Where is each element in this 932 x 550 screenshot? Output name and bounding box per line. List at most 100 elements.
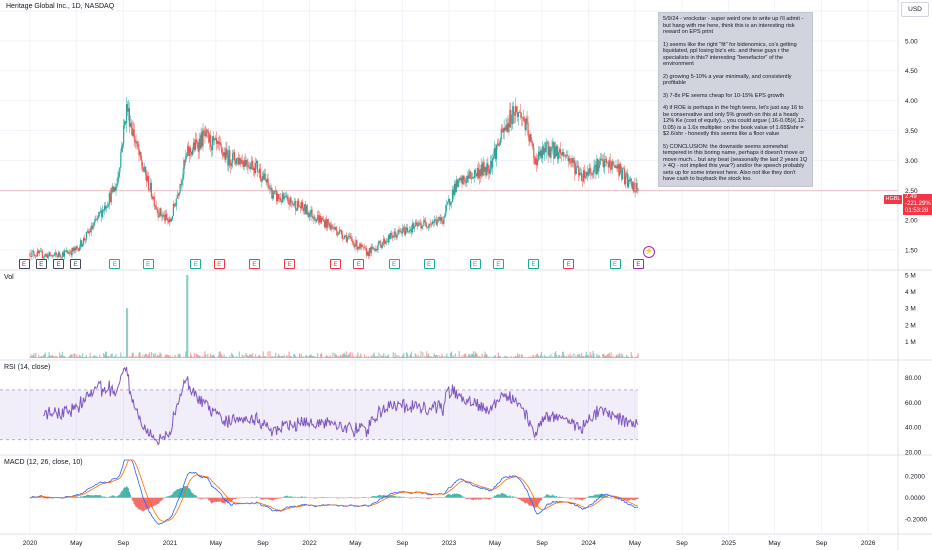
volume-pane-label[interactable]: Vol <box>4 274 14 281</box>
earnings-badge[interactable]: E <box>109 259 121 269</box>
macd-hist-bar <box>322 497 325 498</box>
volume-bar <box>258 354 261 358</box>
macd-signal-line[interactable] <box>30 459 639 522</box>
idea-note[interactable]: 5/9/24 - vrockstar - super weird one to … <box>658 12 813 187</box>
candle-body <box>103 205 106 211</box>
volume-bar <box>423 357 425 358</box>
earnings-badge[interactable]: E <box>330 259 341 269</box>
earnings-badge[interactable]: E <box>248 259 260 269</box>
earnings-badge[interactable]: E <box>142 259 154 269</box>
candle-body <box>533 147 535 158</box>
candle-body <box>135 141 137 144</box>
volume-bar <box>546 356 548 358</box>
candle-body <box>196 142 198 148</box>
candle-body <box>624 174 627 185</box>
earnings-badge[interactable]: E <box>70 259 82 269</box>
macd-hist-bar <box>397 496 399 498</box>
candle-body <box>237 157 239 165</box>
candle-body <box>374 248 376 251</box>
volume-bar <box>139 351 141 358</box>
candle-body <box>478 169 480 178</box>
macd-hist-bar <box>430 497 433 499</box>
volume-series[interactable] <box>29 275 639 358</box>
earnings-badge[interactable]: E <box>53 259 65 269</box>
earnings-badge[interactable]: E <box>492 259 504 269</box>
volume-bar <box>494 355 497 358</box>
volume-bar <box>116 357 118 358</box>
earnings-badge[interactable]: E <box>18 259 30 269</box>
macd-hist-bar <box>447 494 449 498</box>
volume-axis[interactable]: 5 M4 M3 M2 M1 M <box>905 273 916 346</box>
candle-body <box>604 158 607 160</box>
volume-bar <box>549 356 551 358</box>
earnings-badge[interactable]: E <box>469 259 481 269</box>
candle-body <box>421 225 423 229</box>
candle-body <box>566 154 568 157</box>
macd-histogram[interactable] <box>29 486 639 512</box>
time-axis[interactable]: 2020 May Sep 2021 May Sep 2022 May Sep 2023 May Sep… <box>23 540 876 547</box>
earnings-badge[interactable]: E <box>563 259 575 269</box>
macd-hist-bar <box>98 495 100 498</box>
volume-bar <box>216 357 218 358</box>
candle-body <box>443 216 445 224</box>
earnings-badge[interactable]: E <box>609 259 621 269</box>
candle-body <box>498 144 500 146</box>
earnings-badge[interactable]: E <box>284 259 296 269</box>
candle-body <box>128 108 131 127</box>
earnings-badge[interactable]: E <box>190 259 202 269</box>
macd-hist-bar <box>576 497 578 500</box>
volume-bar <box>573 353 575 358</box>
macd-hist-bar <box>137 497 139 509</box>
candle-body <box>106 206 109 207</box>
volume-bar <box>213 355 216 358</box>
candle-body <box>83 237 86 241</box>
macd-hist-bar <box>379 494 381 498</box>
volume-bar <box>621 353 623 358</box>
volume-bar <box>211 355 213 358</box>
volume-bar <box>610 352 612 358</box>
rsi-line[interactable] <box>43 366 639 446</box>
currency-button[interactable]: USD <box>901 2 929 17</box>
macd-hist-bar <box>226 497 228 502</box>
candle-body <box>254 163 257 174</box>
lightning-icon[interactable]: ⚡ <box>643 246 655 258</box>
volume-bar <box>336 354 338 358</box>
earnings-badge[interactable]: E <box>388 259 400 269</box>
earnings-badge[interactable]: E <box>423 259 435 269</box>
volume-bar <box>393 356 395 358</box>
earnings-badge[interactable]: E <box>353 259 365 269</box>
volume-bar <box>449 357 451 358</box>
volume-bar <box>67 357 69 358</box>
volume-bar <box>271 356 273 358</box>
candlestick-series[interactable] <box>29 97 639 262</box>
volume-bar <box>306 356 308 358</box>
earnings-badge[interactable]: E <box>213 259 225 269</box>
candle-body <box>197 147 199 152</box>
volume-bar <box>601 357 603 358</box>
macd-pane-label[interactable]: MACD (12, 26, close, 10) <box>4 459 83 466</box>
volume-bar <box>479 356 481 358</box>
earnings-badge[interactable]: E <box>35 259 47 269</box>
volume-bar <box>403 353 405 358</box>
candle-body <box>494 148 497 160</box>
price-axis[interactable]: 5.505.004.504.003.503.002.502.001.50 <box>905 8 918 254</box>
macd-hist-bar <box>302 497 304 498</box>
symbol-title[interactable]: Heritage Global Inc., 1D, NASDAQ <box>6 3 115 10</box>
candle-body <box>335 226 337 230</box>
volume-bar <box>300 354 303 358</box>
volume-bar <box>70 354 72 358</box>
earnings-badge[interactable]: E <box>528 259 540 269</box>
candle-body <box>201 132 203 147</box>
volume-bar <box>240 356 242 358</box>
volume-bar <box>39 356 42 358</box>
last-price: 2.49 <box>905 194 917 200</box>
earnings-badge[interactable]: E <box>632 259 644 269</box>
rsi-pane-label[interactable]: RSI (14, close) <box>4 364 51 371</box>
candle-body <box>70 252 72 256</box>
volume-bar <box>474 351 477 358</box>
macd-hist-bar <box>43 497 45 499</box>
volume-bar <box>556 354 558 358</box>
